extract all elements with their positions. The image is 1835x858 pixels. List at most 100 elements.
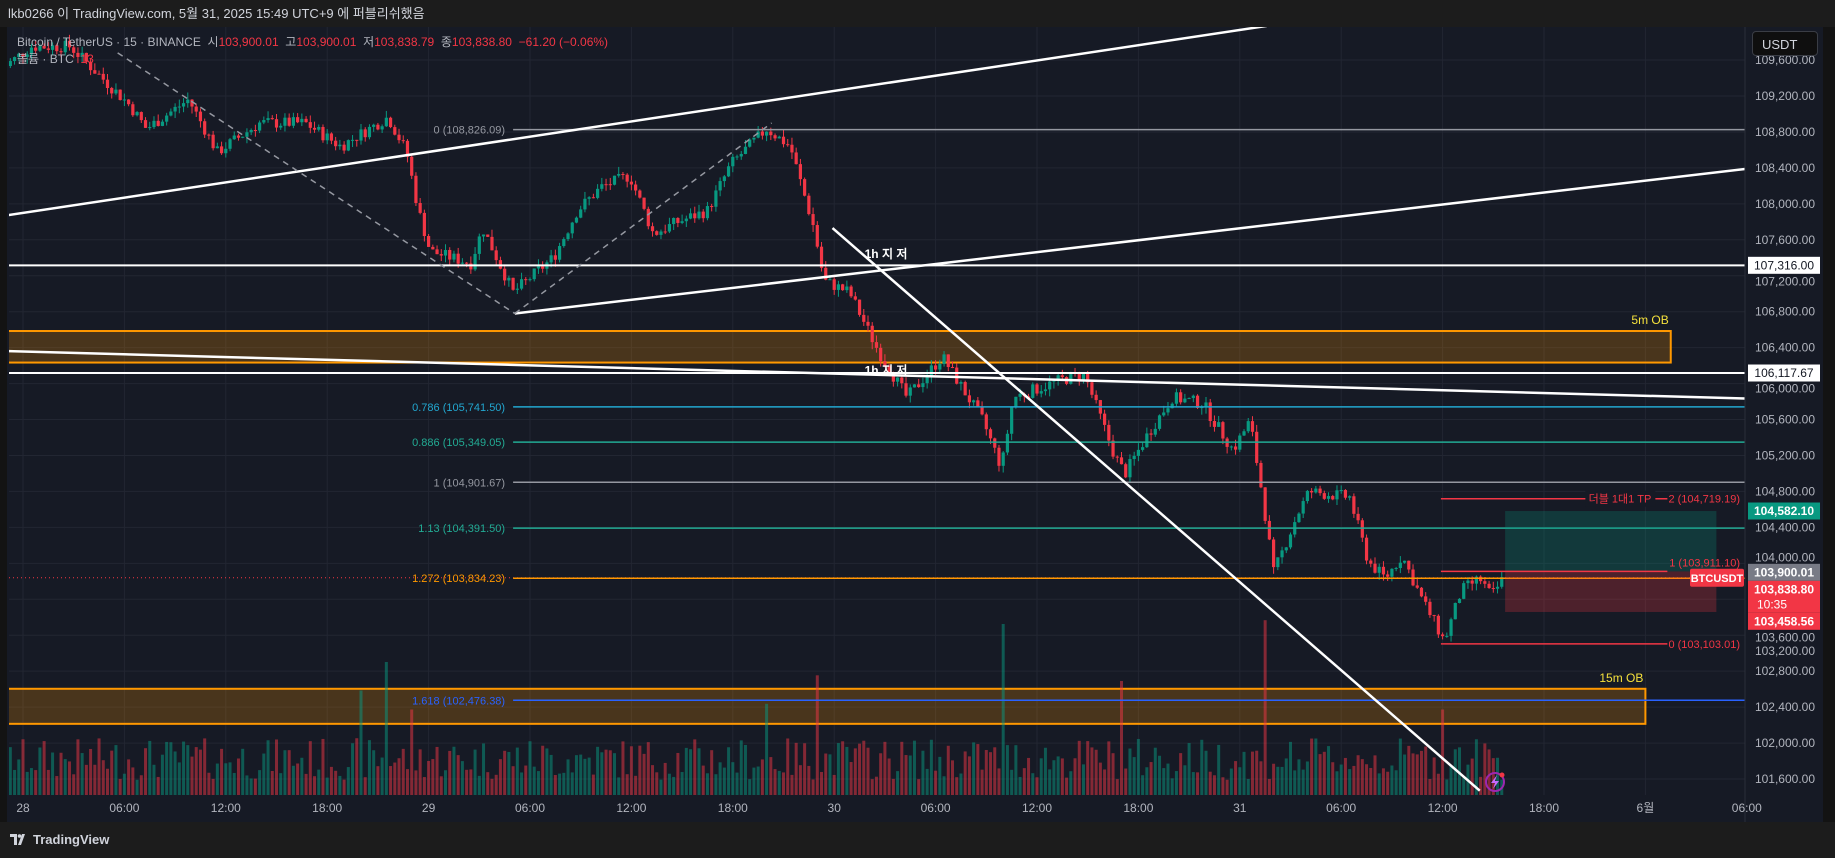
volume-bar [1360,759,1364,795]
position-stop-zone[interactable] [1505,571,1717,612]
tradingview-logo[interactable]: TradingView [10,832,109,847]
candle [76,52,80,57]
candle [431,246,435,250]
volume-bar [1039,758,1043,795]
candle [1048,381,1052,390]
volume-bar [663,762,667,795]
volume-bar [1052,760,1056,795]
candle [946,354,950,368]
price-label-bg [1748,612,1820,630]
candle [1267,520,1271,540]
candle [777,136,781,139]
sloped-support-line [9,349,1745,400]
volume-bar [236,758,240,795]
candle [1246,421,1250,432]
price-axis-tick: 104,400.00 [1755,520,1815,534]
volume-label[interactable]: 볼륨 · BTC [17,52,74,66]
volume-bar [1010,769,1014,795]
currency-button[interactable]: USDT [1752,31,1818,56]
volume-bar [908,755,912,795]
volume-bar [1031,773,1035,795]
candle [519,279,524,289]
time-axis-tick: 31 [1233,801,1247,815]
candle [1339,490,1343,492]
symbol-legend: Bitcoin / TetherUS · 15 · BINANCE 시103,9… [17,34,608,68]
volume-bar [976,744,980,795]
volume-bar [790,774,794,795]
candle [89,61,93,71]
volume-bar [579,754,583,795]
volume-bar [106,768,109,795]
candle [1077,373,1081,381]
candle [118,89,122,100]
volume-bar [321,738,325,795]
volume-bar [346,767,350,795]
candle [296,117,300,123]
position-target-zone[interactable] [1505,511,1717,572]
candle [477,236,481,254]
candle [122,99,126,101]
candle [1470,580,1474,584]
volume-bar [270,771,274,795]
legend-symbol[interactable]: Bitcoin / TetherUS · 15 · BINANCE [17,35,201,49]
candle [549,255,553,263]
candle [1221,422,1225,439]
candle [342,144,346,151]
volume-bar [1436,773,1440,795]
volume-bar [849,762,853,795]
candle [367,126,372,138]
candle [17,53,21,58]
candle [769,131,773,136]
candle [608,184,612,186]
volume-bar [862,740,866,795]
candle [828,279,832,281]
candle [1331,496,1335,500]
volume-bar [853,748,857,795]
price-axis-tick: 103,600.00 [1755,630,1815,644]
price-axis-tick: 102,000.00 [1755,736,1815,750]
volume-bar [1158,755,1162,795]
volume-bar [697,748,701,795]
candle [1229,446,1233,448]
candle [921,383,925,388]
candle [224,148,228,154]
volume-bar [287,750,291,795]
volume-bar [503,750,507,795]
volume-bar [693,739,697,795]
volume-bar [1331,762,1335,795]
candle [1174,392,1179,404]
volume-bar [1314,738,1318,795]
candle [1487,583,1491,589]
volume-bar [752,767,756,795]
candle [101,73,105,80]
volume-bar [553,775,557,795]
time-axis-tick: 06:00 [109,801,139,815]
candle [743,146,748,154]
volume-bar [63,759,67,795]
volume-bar [1120,681,1123,795]
price-axis-tick: 108,400.00 [1755,161,1815,175]
candle [722,176,726,182]
volume-bar [405,769,409,795]
candle [596,188,600,198]
candle [1284,547,1288,551]
candle [532,268,536,280]
candle [473,253,477,270]
candle [1276,557,1280,568]
volume-bar [1259,761,1263,795]
volume-bar [1005,745,1009,795]
volume-bar [1428,779,1432,795]
legend-ohlc-row: Bitcoin / TetherUS · 15 · BINANCE 시103,9… [17,34,608,51]
volume-bar [427,760,431,795]
fib-level-label: 0.886 (105,349.05) [412,437,505,449]
price-label: 104,582.10 [1754,504,1814,518]
lightning-alert-icon[interactable] [1485,772,1505,792]
volume-bar [148,740,152,795]
volume-bar [1090,747,1094,795]
candle [1052,380,1056,382]
tp-fib-label: 1 (103,911.10) [1669,557,1740,569]
alert-dot [1499,772,1505,778]
candle [1107,424,1111,441]
candle [511,277,515,290]
